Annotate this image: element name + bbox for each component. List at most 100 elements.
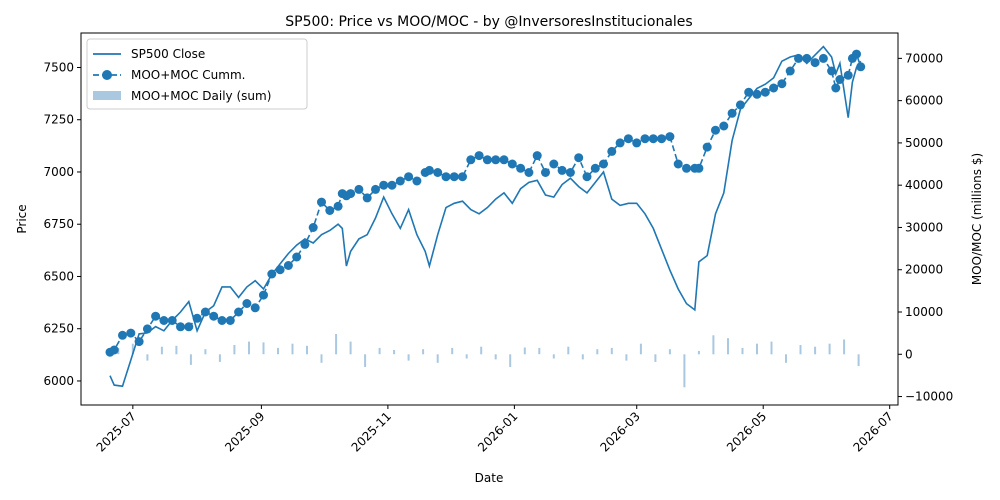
cumulative-point — [109, 345, 119, 355]
cumulative-point — [557, 165, 567, 175]
cumulative-point — [474, 151, 484, 161]
daily-bar — [349, 341, 352, 355]
cumulative-point — [682, 163, 691, 173]
cumulative-point — [607, 146, 617, 156]
cumulative-point — [702, 142, 712, 152]
daily-bar — [814, 346, 817, 355]
cumulative-point — [395, 176, 405, 186]
y-tick-label: 7500 — [43, 60, 74, 74]
daily-bar — [770, 341, 773, 355]
x-tick-label: 2025-09 — [222, 409, 267, 454]
y-axis-label: Price — [15, 204, 29, 233]
cumulative-point — [346, 189, 356, 199]
cumulative-point — [673, 159, 683, 169]
y-tick-label: 7000 — [43, 165, 74, 179]
cumulative-point — [225, 316, 235, 325]
daily-bar — [639, 343, 642, 355]
daily-bar — [741, 347, 744, 355]
cumulative-point — [275, 265, 285, 275]
y-tick-label: 6500 — [43, 269, 74, 283]
plot-frame — [80, 32, 899, 406]
daily-bar — [596, 349, 599, 355]
y2-tick-label: −10000 — [905, 390, 953, 404]
cumulative-point — [491, 155, 501, 165]
legend-label-cumulative: MOO+MOC Cumm. — [131, 68, 245, 82]
daily-bar — [552, 354, 555, 359]
cumulative-point — [582, 172, 592, 182]
y-tick-label: 6000 — [43, 374, 74, 388]
cumulative-point — [532, 151, 542, 161]
cumulative-point — [574, 153, 584, 163]
daily-bar — [799, 345, 802, 355]
cumulative-point — [126, 328, 136, 338]
cumulative-point — [371, 184, 380, 194]
cumulative-point — [242, 299, 252, 308]
daily-bar — [204, 349, 207, 355]
y2-tick-label: 20000 — [905, 263, 943, 277]
cumulative-point — [810, 58, 820, 68]
x-axis: 2025-07 2025-09 2025-11 2026-01 2026-03 2026-… — [94, 405, 896, 455]
cumulative-point — [184, 322, 194, 332]
daily-bar — [581, 354, 584, 360]
daily-bar — [480, 346, 483, 355]
daily-bar — [262, 342, 265, 355]
cumulative-point — [234, 307, 244, 317]
x-tick-label: 2025-11 — [349, 409, 394, 454]
cumulative-point — [549, 159, 559, 169]
daily-bar — [306, 345, 308, 355]
cumulative-point — [777, 79, 787, 89]
cumulative-point — [769, 83, 779, 93]
legend-marker-cumulative — [102, 70, 112, 80]
cumulative-point — [354, 184, 364, 194]
legend-label-bars: MOO+MOC Daily (sum) — [131, 89, 271, 103]
daily-bar — [610, 347, 613, 355]
y2-axis-label: MOO/MOC (millions $) — [970, 153, 984, 285]
daily-bar — [843, 339, 846, 355]
x-tick-label: 2026-03 — [597, 409, 642, 454]
cumulative-point — [433, 168, 443, 177]
daily-bar — [364, 354, 367, 367]
price-line — [109, 45, 862, 388]
cumulative-point — [632, 138, 642, 148]
cumulative-point — [744, 87, 754, 97]
daily-bar — [683, 354, 686, 388]
cumulative-point — [590, 163, 600, 173]
cumulative-point — [441, 172, 451, 182]
cumulative-point — [482, 155, 492, 165]
daily-bar — [712, 335, 715, 355]
daily-bar — [335, 334, 338, 355]
cumulative-point — [217, 316, 227, 325]
daily-bar — [538, 347, 541, 355]
daily-bar — [654, 354, 657, 362]
cumulative-point — [852, 49, 861, 59]
daily-bar — [436, 354, 439, 363]
y2-tick-label: 70000 — [905, 51, 943, 65]
daily-bar — [393, 350, 396, 355]
cumulative-point — [292, 252, 302, 262]
daily-bar — [465, 354, 468, 359]
cumulative-point — [250, 303, 260, 313]
daily-bar — [233, 345, 236, 355]
cumulative-point — [615, 138, 625, 148]
cumulative-point — [379, 180, 389, 190]
daily-bar — [291, 343, 294, 355]
cumulative-point — [325, 206, 335, 215]
cumulative-point — [176, 322, 185, 332]
daily-bar — [509, 354, 512, 367]
cumulative-point — [640, 134, 650, 144]
x-axis-label: Date — [475, 471, 504, 485]
daily-bar — [451, 347, 454, 355]
cumulative-point — [404, 172, 414, 182]
cumulative-point — [831, 83, 841, 93]
daily-bar — [785, 354, 787, 363]
chart-title: SP500: Price vs MOO/MOC - by @Inversores… — [285, 14, 692, 30]
cumulative-point — [424, 165, 434, 175]
cumulative-point — [843, 70, 853, 80]
y-tick-label: 6250 — [43, 322, 74, 336]
cumulative-point — [665, 132, 675, 142]
daily-bar — [175, 345, 178, 355]
daily-bar — [407, 354, 410, 361]
cumulative-point — [283, 261, 293, 270]
cumulative-point — [541, 168, 550, 177]
cumulative-point — [516, 163, 526, 173]
